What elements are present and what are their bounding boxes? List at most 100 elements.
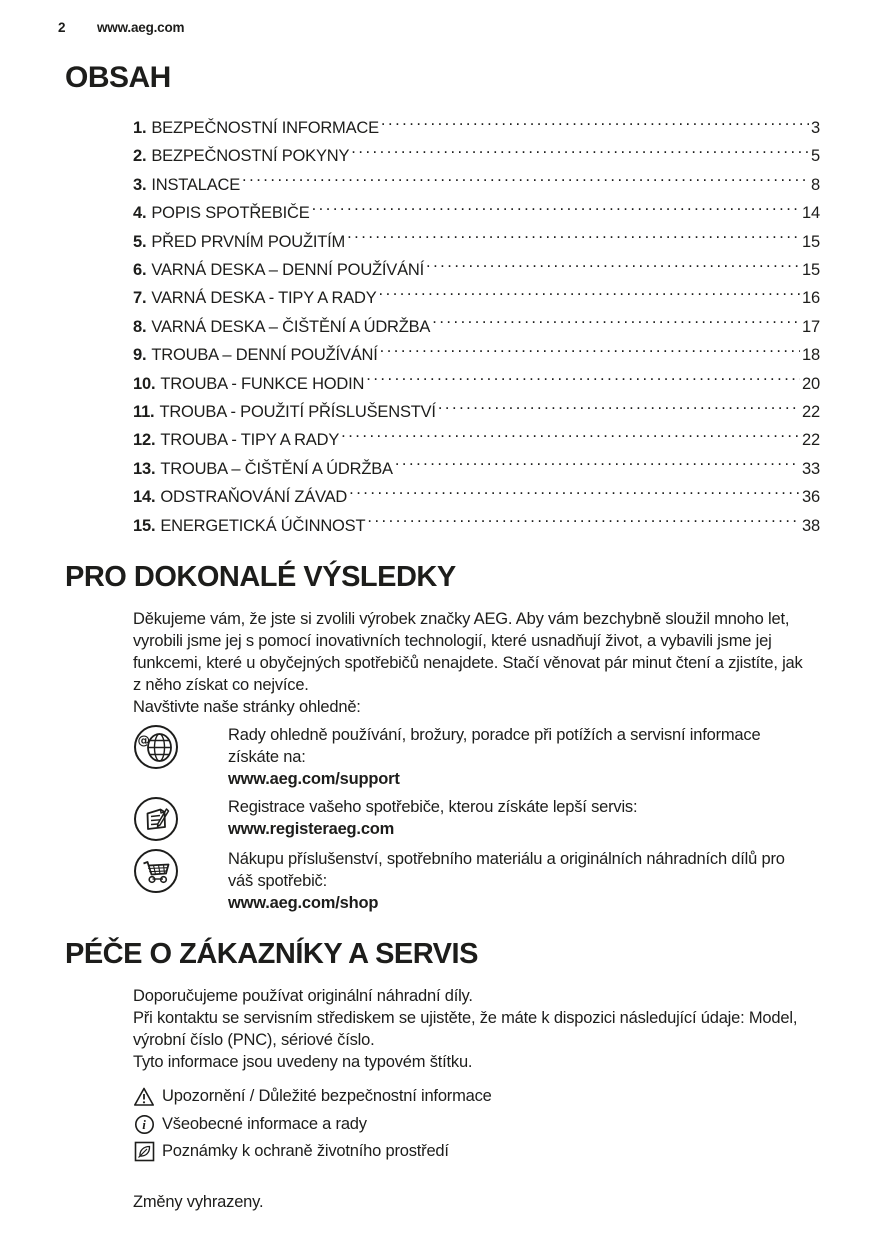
register-document-icon [133,796,179,842]
dot-leader [347,225,800,247]
toc-entry-page: 18 [802,346,820,365]
dot-leader [341,423,800,445]
note-text: Upozornění / Důležité bezpečnostní infor… [162,1087,492,1106]
section-title-customer-care: PÉČE O ZÁKAZNÍKY A SERVIS [65,938,478,971]
toc-entry-number: 12. [133,431,156,450]
toc-entry-number: 3. [133,175,147,194]
toc-entry: 1.BEZPEČNOSTNÍ INFORMACE 3 [133,111,820,139]
toc-entry-page: 8 [811,175,820,194]
toc-title: OBSAH [65,61,171,94]
toc-entry-page: 17 [802,317,820,336]
toc-entry-label: VARNÁ DESKA - TIPY A RADY [151,289,377,308]
care-line-3: Tyto informace jsou uvedeny na typovém š… [133,1053,473,1072]
toc-entry-label: TROUBA – ČIŠTĚNÍ A ÚDRŽBA [160,459,393,478]
toc-entry-label: ODSTRAŇOVÁNÍ ZÁVAD [160,488,348,507]
intro-paragraph: Děkujeme vám, že jste si zvolili výrobek… [133,610,803,695]
toc-entry-page: 5 [811,147,820,166]
toc-entry: 14.ODSTRAŇOVÁNÍ ZÁVAD 36 [133,480,820,508]
toc-entry-page: 16 [802,289,820,308]
toc-entry-number: 10. [133,374,156,393]
toc-entry-label: VARNÁ DESKA – DENNÍ POUŽÍVÁNÍ [151,261,425,280]
resource-row-register: Registrace vašeho spotřebiče, kterou zís… [133,796,820,842]
toc-entry: 8.VARNÁ DESKA – ČIŠTĚNÍ A ÚDRŽBA 17 [133,310,820,338]
dot-leader [438,395,800,417]
warning-triangle-icon [133,1086,155,1108]
toc-entry-number: 14. [133,488,156,507]
changes-reserved-note: Změny vyhrazeny. [133,1192,264,1211]
toc-entry: 13.TROUBA – ČIŠTĚNÍ A ÚDRŽBA 33 [133,452,820,480]
note-info: i Všeobecné informace a rady [133,1111,820,1139]
toc-entry-page: 14 [802,204,820,223]
toc-entry-number: 15. [133,516,156,535]
dot-leader [426,253,800,275]
toc-entry-number: 9. [133,346,147,365]
toc-entry-label: VARNÁ DESKA – ČIŠTĚNÍ A ÚDRŽBA [151,317,431,336]
dot-leader [312,196,800,218]
toc-entry: 3.INSTALACE 8 [133,168,820,196]
register-url: www.registeraeg.com [228,820,395,839]
note-text: Všeobecné informace a rady [162,1114,367,1133]
svg-text:@: @ [138,733,150,748]
dot-leader [381,111,809,133]
toc-entry-page: 36 [802,488,820,507]
toc-entry-page: 3 [811,119,820,137]
dot-leader [351,139,809,161]
toc-entry: 9.TROUBA – DENNÍ POUŽÍVÁNÍ 18 [133,338,820,366]
toc-entry-number: 8. [133,317,147,336]
svg-text:i: i [142,1117,146,1132]
toc-entry-page: 15 [802,232,820,251]
toc-entry-page: 33 [802,459,820,478]
resource-text: Rady ohledně používání, brožury, poradce… [228,726,761,767]
note-text: Poznámky k ochraně životního prostředí [162,1142,449,1161]
visit-line: Navštivte naše stránky ohledně: [133,698,361,717]
note-warning: Upozornění / Důležité bezpečnostní infor… [133,1083,820,1111]
toc-entry: 11.TROUBA - POUŽITÍ PŘÍSLUŠENSTVÍ 22 [133,395,820,423]
toc-entry-number: 2. [133,147,147,166]
toc-entry-page: 20 [802,374,820,393]
site-url: www.aeg.com [97,20,185,35]
resource-text: Registrace vašeho spotřebiče, kterou zís… [228,798,638,817]
shop-url: www.aeg.com/shop [228,894,379,913]
toc-entry-number: 5. [133,232,147,251]
care-line-2: Při kontaktu se servisním střediskem se … [133,1009,798,1050]
toc-entry-label: PŘED PRVNÍM POUŽITÍM [151,232,346,251]
dot-leader [366,367,800,389]
dot-leader [349,480,800,502]
page-number: 2 [58,20,66,35]
toc-entry: 15.ENERGETICKÁ ÚČINNOST 38 [133,509,820,537]
toc-entry-page: 22 [802,431,820,450]
toc-entry-number: 1. [133,119,147,137]
dot-leader [395,452,800,474]
toc-entry: 5.PŘED PRVNÍM POUŽITÍM 15 [133,225,820,253]
toc-entry-label: POPIS SPOTŘEBIČE [151,204,310,223]
resource-row-support: @ Rady ohledně používání, brožury, porad… [133,724,820,790]
toc-entry-label: TROUBA – DENNÍ POUŽÍVÁNÍ [151,346,378,365]
toc-entry: 4.POPIS SPOTŘEBIČE 14 [133,196,820,224]
eco-leaf-icon [133,1141,155,1163]
toc-entry: 7.VARNÁ DESKA - TIPY A RADY 16 [133,281,820,309]
resource-text: Nákupu příslušenství, spotřebního materi… [228,850,785,891]
support-url: www.aeg.com/support [228,770,400,789]
toc-entry-label: TROUBA - POUŽITÍ PŘÍSLUŠENSTVÍ [159,403,436,422]
care-line-1: Doporučujeme používat originální náhradn… [133,987,473,1006]
toc-entry-number: 4. [133,204,147,223]
toc-entry-number: 13. [133,459,156,478]
section-title-perfect-results: PRO DOKONALÉ VÝSLEDKY [65,561,456,594]
toc-entry-label: INSTALACE [151,175,241,194]
toc-entry-page: 22 [802,403,820,422]
running-header: 2 www.aeg.com [58,20,820,35]
dot-leader [432,310,800,332]
info-circle-icon: i [133,1113,155,1135]
toc-entry-label: ENERGETICKÁ ÚČINNOST [160,516,366,535]
globe-at-icon: @ [133,724,179,770]
toc-entry: 12.TROUBA - TIPY A RADY 22 [133,423,820,451]
dot-leader [367,509,800,531]
dot-leader [242,168,809,190]
toc-entry: 10.TROUBA - FUNKCE HODIN 20 [133,367,820,395]
dot-leader [379,281,801,303]
note-environment: Poznámky k ochraně životního prostředí [133,1138,820,1166]
toc-entry-number: 7. [133,289,147,308]
toc-entry-number: 6. [133,261,147,280]
toc-entry-number: 11. [133,403,155,422]
